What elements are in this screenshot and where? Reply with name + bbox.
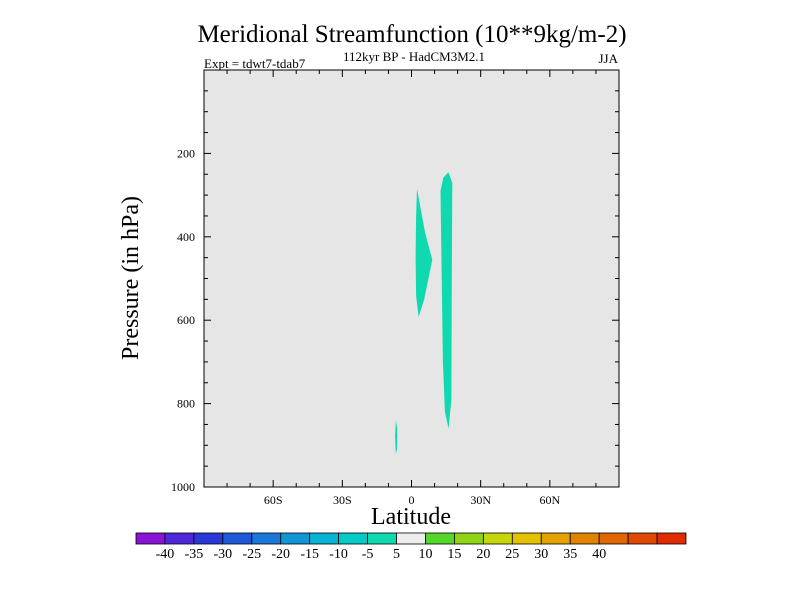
x-tick-label: 60N [539,493,560,507]
colorbar-swatch [656,532,687,545]
colorbar-swatch [598,532,629,545]
y-tick-label: 600 [177,313,195,327]
colorbar-swatch [164,532,195,545]
y-tick-label: 800 [177,397,195,411]
x-tick-label: 60S [264,493,283,507]
colorbar-swatch [367,532,397,545]
colorbar-swatch [222,532,253,545]
x-tick-label: 30N [470,493,491,507]
plot-background [204,70,619,487]
x-tick-label: 0 [409,493,415,507]
colorbar-label: 5 [393,547,400,562]
colorbar-label: 20 [476,547,490,562]
colorbar-swatch [396,532,426,545]
colorbar-label: -10 [329,547,348,562]
colorbar-swatch [454,532,484,545]
colorbar-swatch [309,532,340,545]
colorbar-label: 40 [592,547,606,562]
contour-fills [395,172,453,454]
colorbar-swatch [135,532,166,545]
y-tick-label: 1000 [171,480,195,494]
y-axis-label: Pressure (in hPa) [118,196,144,360]
x-axis-label: Latitude [371,504,451,530]
colorbar-label: 30 [534,547,548,562]
colorbar-swatch [482,532,513,545]
colorbar-swatch [627,532,658,545]
y-axis-ticks: 200 400 600 800 1000 [171,146,619,494]
y-tick-label: 400 [177,230,195,244]
colorbar-swatch [251,532,282,545]
y-tick-label: 200 [177,146,195,160]
contour-region-negative-sliver-near-surface [395,420,398,454]
colorbar-swatch [425,532,455,545]
colorbar-label: -5 [362,547,374,562]
colorbar-label: 10 [419,547,433,562]
colorbar-labels: -40 -35 -30 -25 -20 -15 -10 -5 5 10 15 20 25 30 35 40 [156,547,607,562]
colorbar-label: -30 [213,547,232,562]
colorbar-label: 15 [447,547,461,562]
season-label: JJA [598,51,618,66]
x-tick-label: 30S [333,493,352,507]
x-axis-ticks: 60S 30S 0 30N 60N [264,70,560,507]
chart-subtitle: 112kyr BP - HadCM3M2.1 [343,49,485,64]
minor-ticks [204,70,619,487]
colorbar-label: -40 [156,547,175,562]
colorbar-swatch [193,532,224,545]
colorbar-swatch [540,532,571,545]
colorbar-swatch [280,532,311,545]
colorbar-swatch [338,532,368,545]
colorbar-label: 35 [563,547,577,562]
plot-area: 60S 30S 0 30N 60N 200 400 600 800 1000 [171,69,620,507]
colorbar-label: 25 [505,547,519,562]
colorbar-label: -20 [271,547,290,562]
contour-region-negative-cell-15N [440,172,453,429]
contour-region-negative-cell-near-equator [415,188,433,317]
colorbar-label: -15 [300,547,319,562]
colorbar [135,532,687,545]
chart-title: Meridional Streamfunction (10**9kg/m-2) [197,21,626,48]
colorbar-swatch [511,532,542,545]
colorbar-swatch [569,532,600,545]
experiment-label: Expt = tdwt7-tdab7 [204,56,306,71]
colorbar-label: -35 [185,547,204,562]
colorbar-label: -25 [242,547,261,562]
